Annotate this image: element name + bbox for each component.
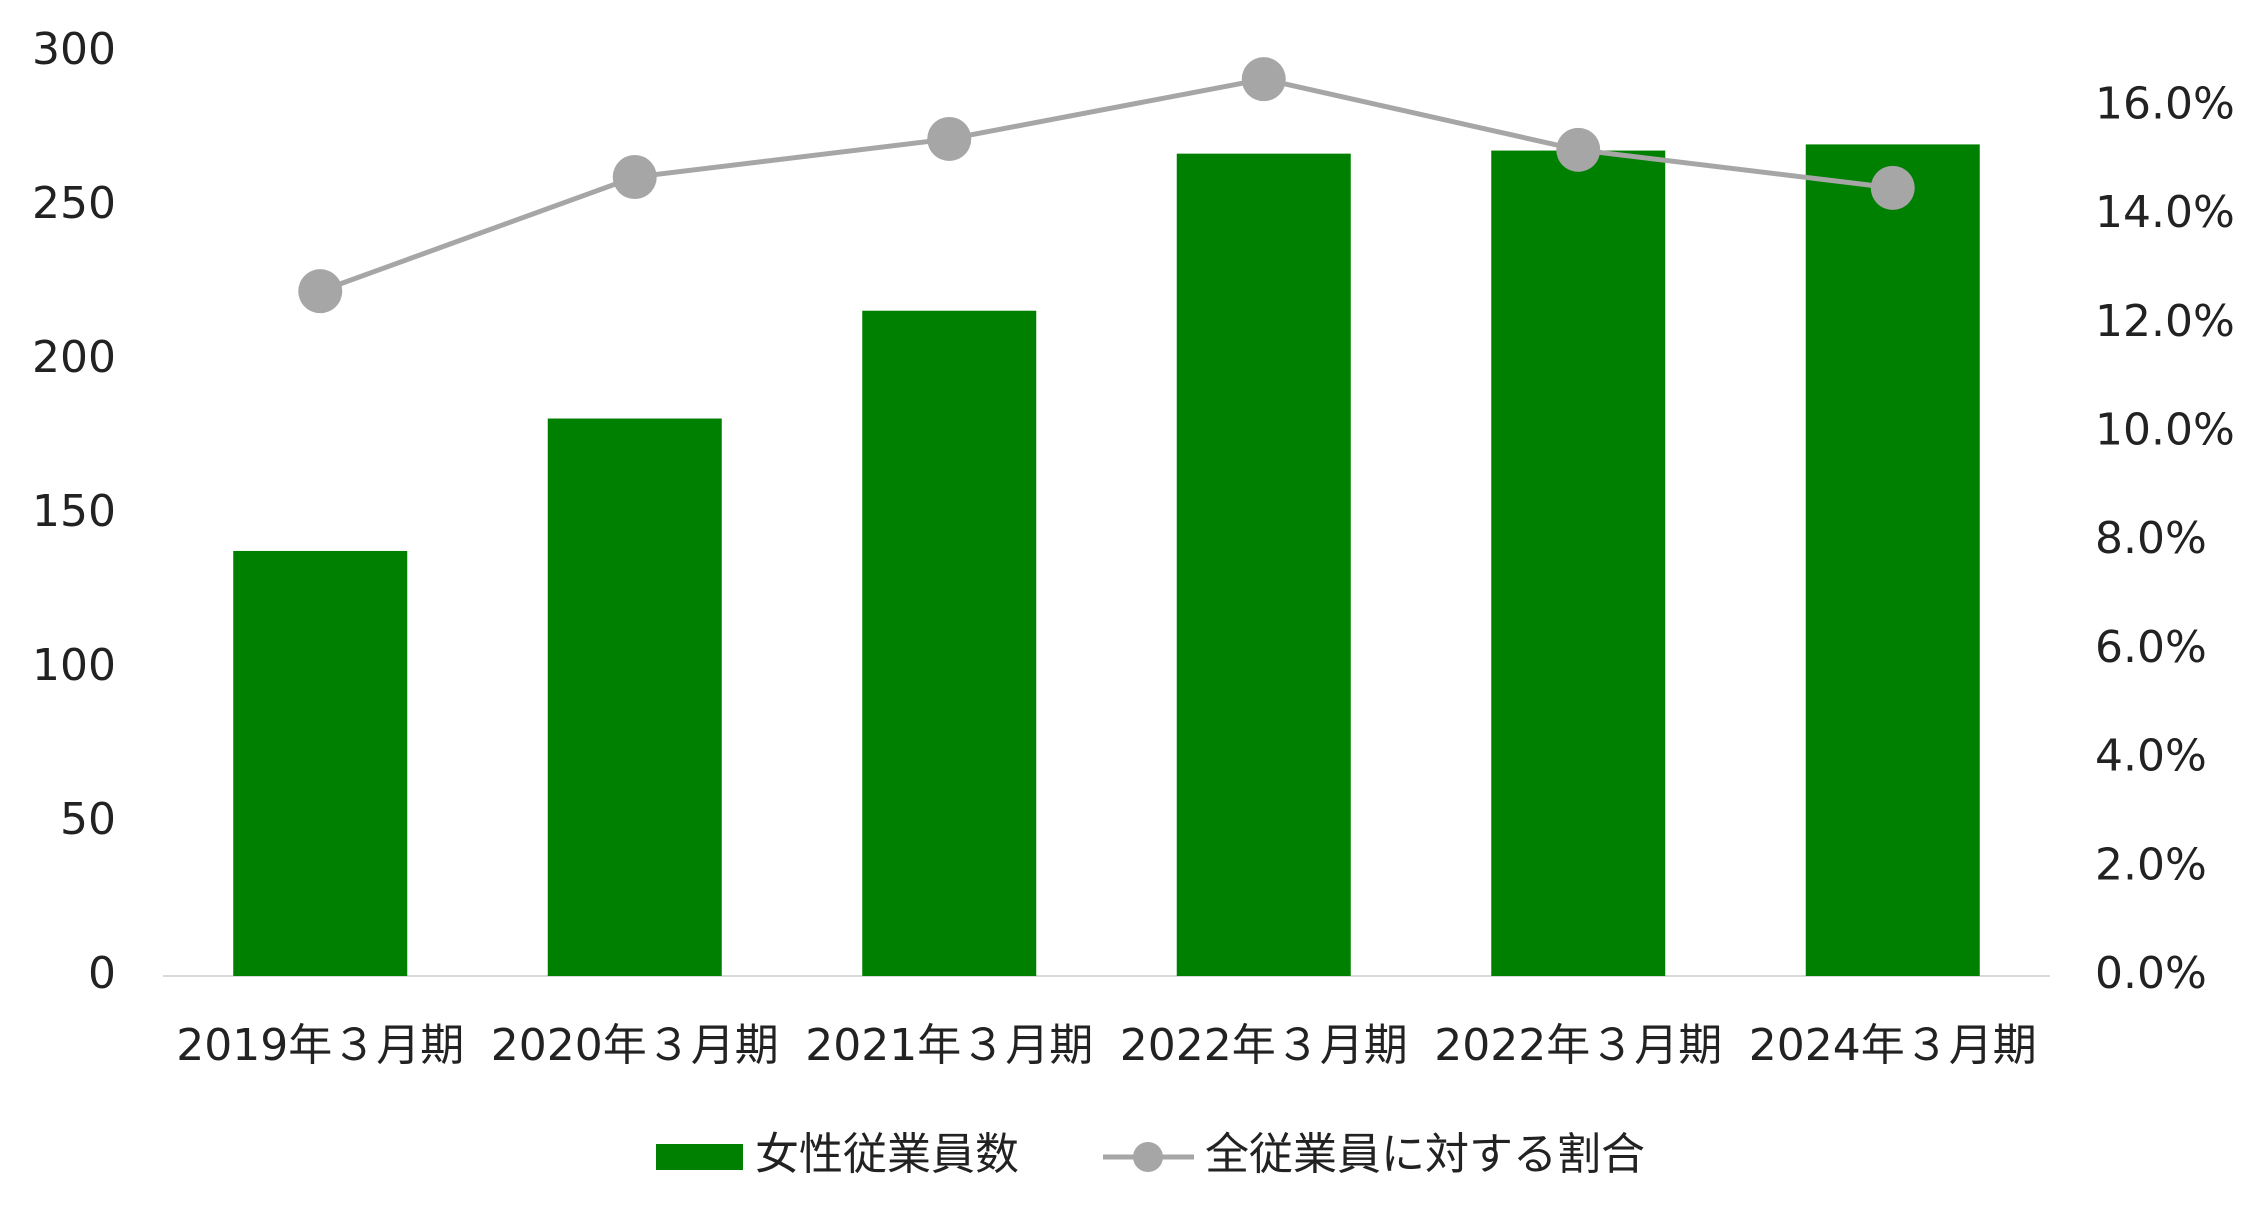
legend-swatch [1133, 1142, 1163, 1172]
legend-label: 全従業員に対する割合 [1205, 1129, 1645, 1180]
x-tick-label: 2022年３月期 [1434, 1020, 1722, 1071]
x-tick-label: 2024年３月期 [1749, 1020, 2037, 1071]
y-tick-label: 200 [32, 332, 116, 383]
y2-tick-label: 2.0% [2095, 839, 2207, 890]
y2-tick-label: 14.0% [2095, 187, 2235, 238]
y-tick-label: 0 [88, 948, 116, 999]
x-tick-label: 2021年３月期 [805, 1020, 1093, 1071]
x-tick-label: 2019年３月期 [176, 1020, 464, 1071]
y2-tick-label: 12.0% [2095, 296, 2235, 347]
bar [1176, 153, 1351, 976]
y2-tick-label: 0.0% [2095, 948, 2207, 999]
y-tick-label: 50 [60, 794, 116, 845]
bar [1805, 144, 1980, 976]
bar [547, 418, 722, 976]
y2-tick-label: 10.0% [2095, 404, 2235, 455]
marker [1241, 57, 1286, 102]
y-tick-label: 250 [32, 178, 116, 229]
marker [1870, 165, 1915, 210]
x-tick-label: 2022年３月期 [1120, 1020, 1408, 1071]
y-tick-label: 150 [32, 486, 116, 537]
y-tick-label: 100 [32, 640, 116, 691]
marker [1556, 127, 1601, 172]
bar [233, 550, 408, 976]
y-tick-label: 300 [32, 24, 116, 75]
legend-swatch [656, 1144, 743, 1170]
marker [612, 155, 657, 200]
y2-tick-label: 4.0% [2095, 731, 2207, 782]
y2-tick-label: 6.0% [2095, 622, 2207, 673]
marker [298, 269, 343, 314]
y2-tick-label: 8.0% [2095, 513, 2207, 564]
marker [927, 116, 972, 161]
y2-tick-label: 16.0% [2095, 78, 2235, 129]
bar [862, 310, 1037, 977]
legend-label: 女性従業員数 [755, 1129, 1019, 1180]
line [319, 76, 1894, 294]
bar [1491, 150, 1666, 976]
x-tick-label: 2020年３月期 [491, 1020, 779, 1071]
